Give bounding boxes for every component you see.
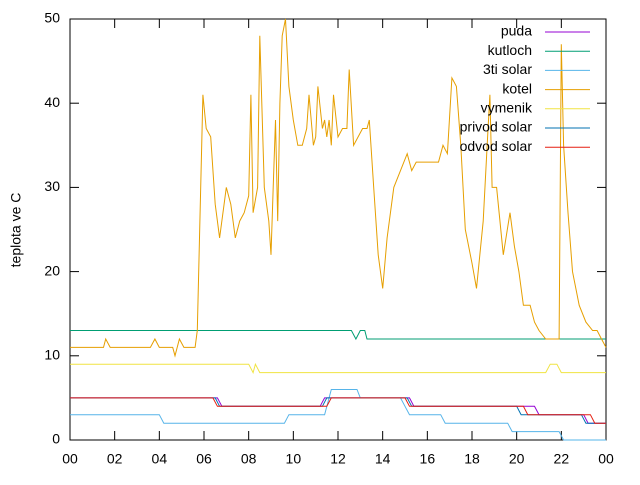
x-tick-label: 04 <box>152 451 168 467</box>
x-tick-label: 18 <box>464 451 480 467</box>
plot-border <box>69 18 607 441</box>
x-tick-label: 20 <box>509 451 525 467</box>
x-tick-label: 06 <box>196 451 212 467</box>
series-line <box>70 330 606 341</box>
y-axis-label: teplota ve C <box>8 193 24 268</box>
legend-label: 3ti solar <box>483 61 532 77</box>
legend-label: privod solar <box>460 119 533 135</box>
x-tick-label: 16 <box>420 451 436 467</box>
y-tick-label: 50 <box>44 10 60 26</box>
y-tick-label: 0 <box>52 431 60 447</box>
y-tick-label: 20 <box>44 262 60 278</box>
legend-label: puda <box>501 23 532 39</box>
y-tick-label: 30 <box>44 178 60 194</box>
legend-label: vymenik <box>481 100 533 116</box>
legend-label: kotel <box>502 80 532 96</box>
x-tick-label: 00 <box>598 451 614 467</box>
x-tick-label: 14 <box>375 451 391 467</box>
legend-label: odvod solar <box>460 138 533 154</box>
x-tick-label: 00 <box>62 451 78 467</box>
series-line <box>70 397 606 424</box>
series-line <box>70 362 606 374</box>
series-line <box>70 397 606 424</box>
x-tick-label: 10 <box>286 451 302 467</box>
legend-label: kutloch <box>488 42 532 58</box>
x-tick-label: 22 <box>554 451 570 467</box>
series-line <box>70 18 607 358</box>
x-tick-label: 12 <box>330 451 346 467</box>
series-line <box>70 397 606 424</box>
y-tick-label: 40 <box>44 94 60 110</box>
x-tick-label: 02 <box>107 451 123 467</box>
x-tick-label: 08 <box>241 451 257 467</box>
y-tick-label: 10 <box>44 347 60 363</box>
